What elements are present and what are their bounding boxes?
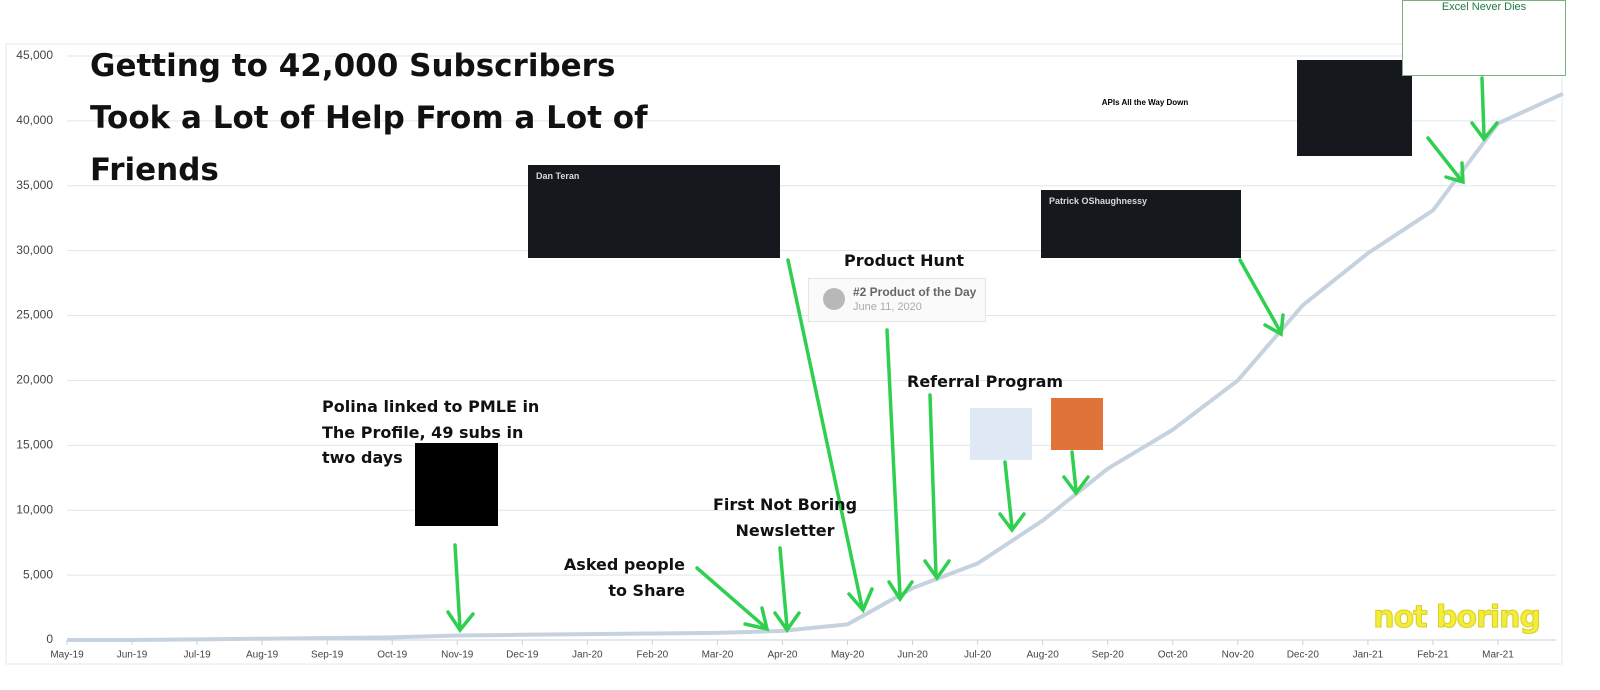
annotation: Product Hunt	[844, 251, 964, 270]
x-tick-label: Dec-20	[1287, 650, 1320, 661]
plot-frame	[5, 43, 1563, 665]
arrow	[695, 566, 770, 632]
y-tick-label: 15,000	[16, 438, 53, 452]
y-tick-label: 45,000	[16, 48, 53, 62]
excel-title: Excel Never Dies	[1441, 1, 1527, 13]
badge-date: June 11, 2020	[853, 301, 922, 313]
tweet-card: Dan Teran	[528, 165, 780, 258]
x-tick-label: Jan-21	[1353, 650, 1384, 661]
x-tick-label: Jun-19	[117, 650, 148, 661]
arrow	[773, 546, 801, 634]
arrows	[446, 76, 1499, 634]
x-tick-label: Sep-19	[311, 650, 344, 661]
annotation: Asked people to Share	[563, 555, 685, 600]
arrow	[1470, 76, 1499, 142]
plot: 0 5,000 10,000 15,000 20,000 25,000 30,000 35,0…	[5, 43, 1564, 665]
chart-title: Getting to 42,000 Subscribers Took a Lot…	[90, 48, 648, 188]
x-tick-label: Dec-19	[506, 650, 539, 661]
annotation: Referral Program	[907, 372, 1064, 391]
series-line	[67, 91, 1564, 642]
arrow	[923, 393, 951, 582]
x-tick-label: Feb-20	[637, 650, 669, 661]
y-tick-label: 10,000	[16, 502, 53, 516]
product-hunt-badge: #2 Product of the Day June 11, 2020	[808, 278, 986, 322]
y-tick-label: 5,000	[23, 567, 53, 581]
x-tick-label: Oct-19	[377, 650, 407, 661]
y-tick-label: 0	[46, 632, 53, 646]
x-tick-label: May-19	[50, 650, 84, 661]
annotation: Polina linked to PMLE in The Profile, 49…	[322, 397, 540, 468]
stripe-image	[1051, 398, 1103, 450]
x-tick-label: Jan-20	[572, 650, 603, 661]
x-tick-label: Feb-21	[1417, 650, 1449, 661]
arrow	[998, 460, 1026, 533]
profile-image	[415, 443, 498, 526]
tencent-image	[970, 408, 1032, 460]
logo: not boring	[1373, 600, 1542, 636]
y-tick-label: 40,000	[16, 113, 53, 127]
y-tick-label: 30,000	[16, 243, 53, 257]
apis-image: APIs All the Way Down	[1101, 98, 1189, 107]
x-tick-label: Oct-20	[1158, 650, 1188, 661]
x-tick-label: Sep-20	[1092, 650, 1125, 661]
x-tick-label: Nov-19	[441, 650, 474, 661]
x-tick-label: Jun-20	[897, 650, 928, 661]
arrow	[1062, 450, 1090, 496]
x-tick-label: Jul-20	[964, 650, 992, 661]
y-tick-label: 20,000	[16, 373, 53, 387]
x-tick-label: Nov-20	[1222, 650, 1255, 661]
arrow	[885, 328, 914, 603]
x-tick-label: Jul-19	[183, 650, 211, 661]
arrow	[786, 258, 874, 614]
y-tick-label: 35,000	[16, 178, 53, 192]
arrow	[446, 543, 475, 633]
arrow	[1426, 136, 1465, 185]
y-tick-label: 25,000	[16, 308, 53, 322]
excel-image: Excel Never Dies	[1402, 0, 1566, 76]
x-tick-label: Aug-20	[1027, 650, 1060, 661]
badge-text: #2 Product of the Day	[853, 285, 977, 299]
tweet-author: Patrick OShaughnessy	[1049, 196, 1148, 206]
x-tick-label: May-20	[831, 650, 865, 661]
x-tick-label: Mar-20	[702, 650, 734, 661]
tweet-author: Dan Teran	[536, 171, 580, 181]
annotation: First Not Boring Newsletter	[712, 495, 858, 540]
medal	[823, 288, 845, 310]
arrow	[1238, 258, 1285, 337]
x-tick-label: Apr-20	[767, 650, 797, 661]
x-tick-label: Aug-19	[246, 650, 279, 661]
tweet-card: Patrick OShaughnessy	[1041, 190, 1241, 258]
x-tick-label: Mar-21	[1482, 650, 1514, 661]
tweet-card	[1297, 60, 1412, 156]
